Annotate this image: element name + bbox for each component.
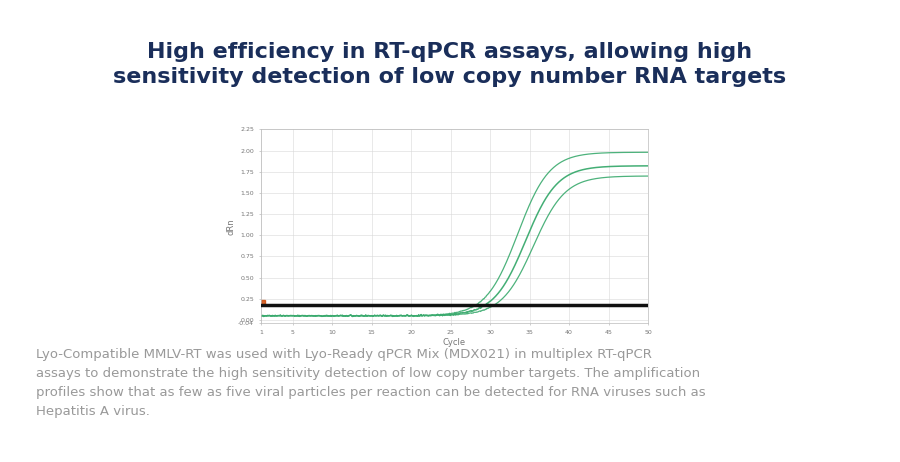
Y-axis label: dRn: dRn — [226, 218, 235, 235]
Text: High efficiency in RT-qPCR assays, allowing high
sensitivity detection of low co: High efficiency in RT-qPCR assays, allow… — [113, 42, 787, 87]
Text: Lyo-Compatible MMLV-RT was used with Lyo-Ready qPCR Mix (MDX021) in multiplex RT: Lyo-Compatible MMLV-RT was used with Lyo… — [36, 348, 706, 418]
X-axis label: Cycle: Cycle — [443, 338, 466, 347]
